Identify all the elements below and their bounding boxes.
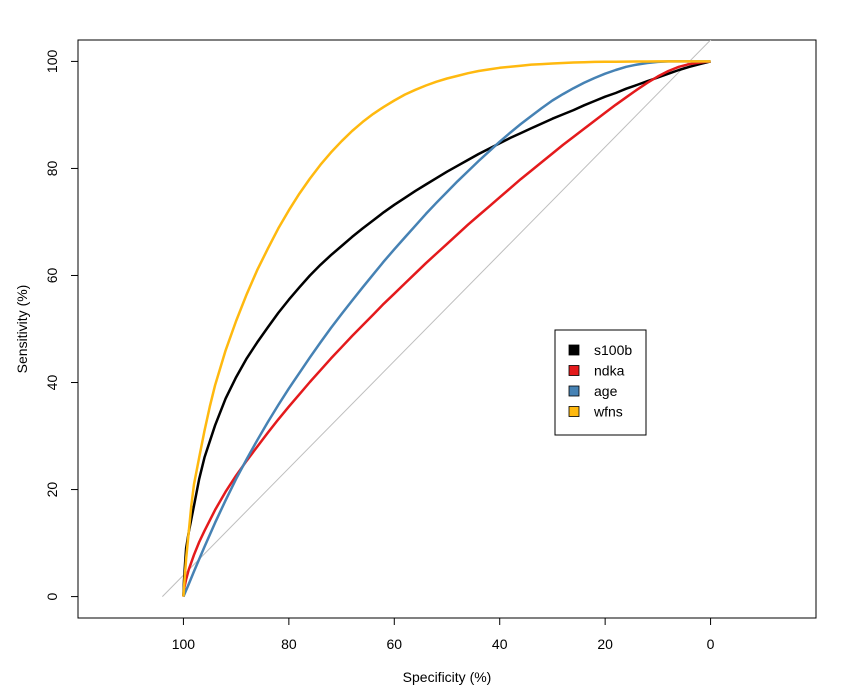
legend-label-ndka: ndka — [594, 363, 625, 379]
y-tick-label: 100 — [44, 50, 60, 74]
x-tick-label: 40 — [492, 636, 508, 652]
x-tick-label: 0 — [707, 636, 715, 652]
y-tick-label: 40 — [44, 375, 60, 391]
x-tick-label: 100 — [172, 636, 196, 652]
x-axis-title: Specificity (%) — [403, 669, 492, 685]
y-tick-label: 80 — [44, 160, 60, 176]
roc-curves — [182, 60, 711, 598]
y-tick-label: 0 — [44, 592, 60, 600]
x-tick-label: 80 — [281, 636, 297, 652]
roc-curve-age — [182, 60, 711, 598]
y-axis-title: Sensitivity (%) — [14, 285, 30, 374]
legend-swatch-s100b — [568, 344, 580, 356]
legend-swatch-ndka — [568, 365, 580, 376]
roc-curve-ndka — [182, 60, 711, 597]
legend-label-s100b: s100b — [594, 342, 632, 358]
legend-label-age: age — [594, 383, 618, 399]
x-tick-label: 60 — [386, 636, 402, 652]
x-tick-label: 20 — [597, 636, 613, 652]
x-axis: 100 80 60 40 20 0 — [172, 617, 715, 652]
legend-label-wfns: wfns — [593, 404, 623, 420]
y-axis: 0 20 40 60 80 100 — [44, 50, 79, 600]
legend-swatch-wfns — [568, 406, 580, 417]
y-tick-label: 20 — [44, 482, 60, 498]
legend: s100b ndka age wfns — [554, 329, 647, 436]
chance-diagonal — [161, 40, 712, 597]
roc-curve-wfns — [182, 60, 711, 597]
roc-curve-s100b — [182, 60, 711, 597]
y-tick-label: 60 — [44, 267, 60, 283]
legend-swatch-age — [568, 385, 580, 397]
